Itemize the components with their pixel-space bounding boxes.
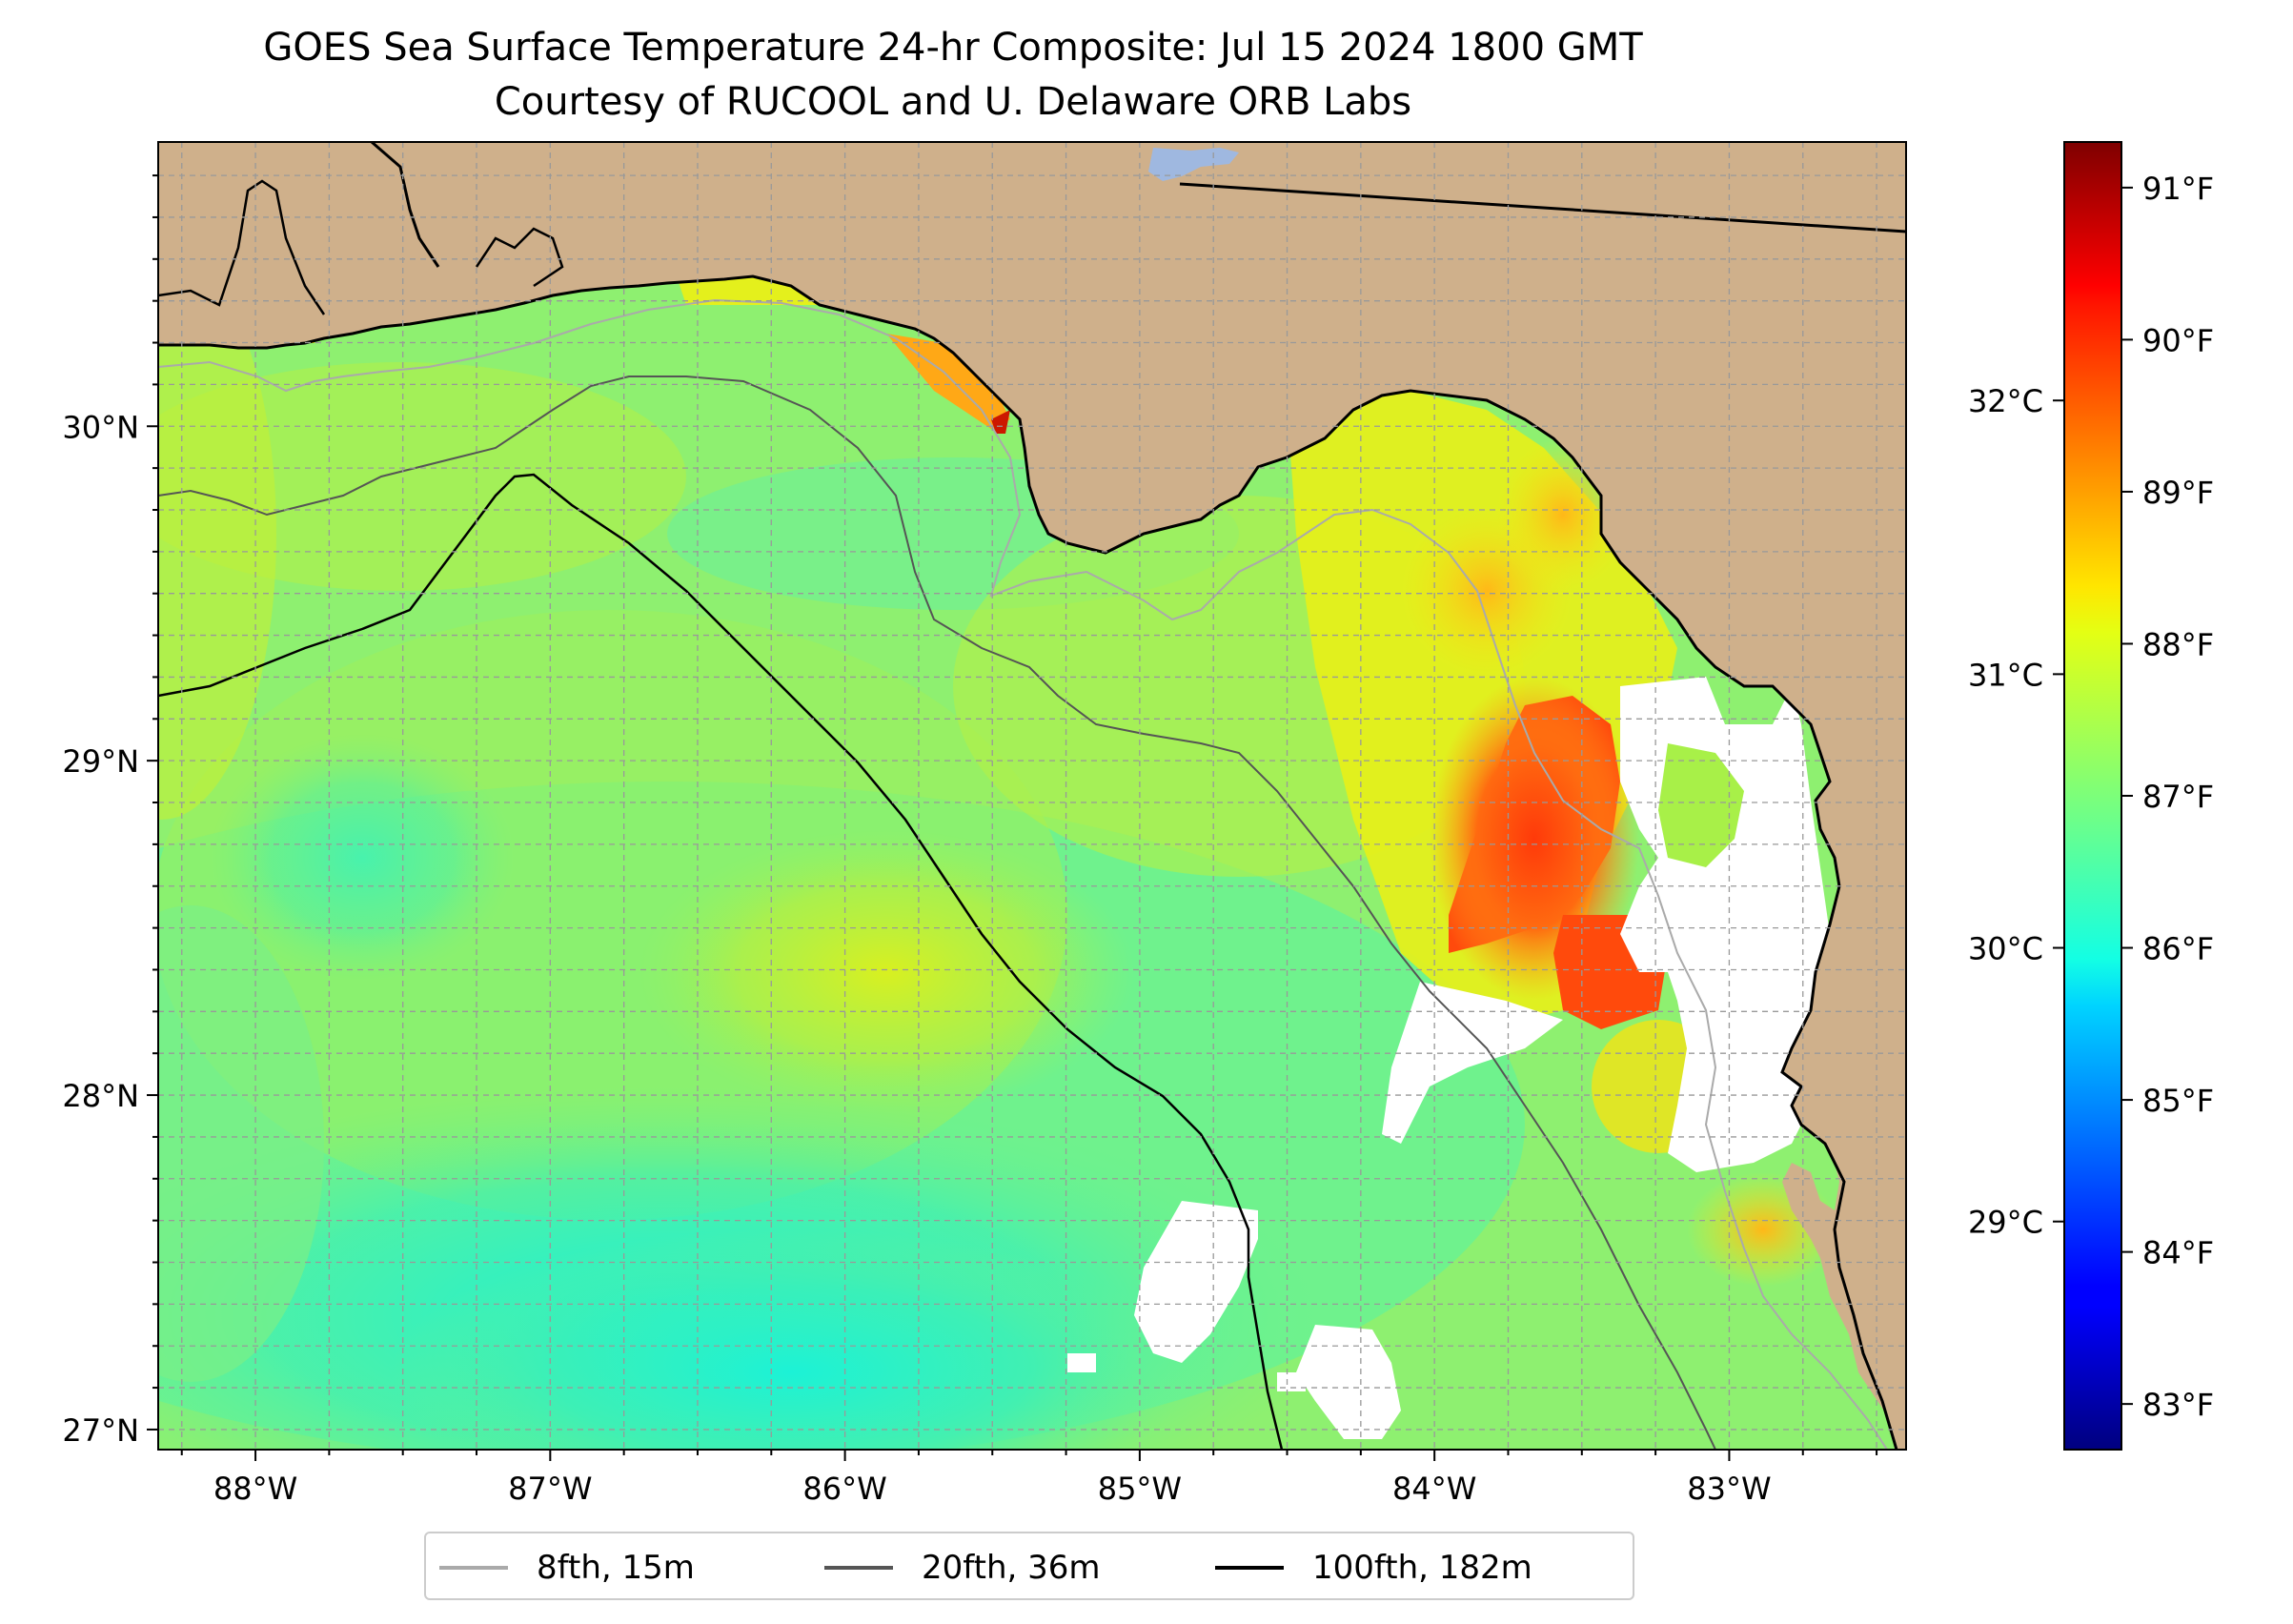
lat-tick-label: 28°N — [62, 1078, 139, 1114]
legend-label: 100fth, 182m — [1312, 1549, 1532, 1587]
legend-swatch — [824, 1566, 893, 1570]
colorbar — [2063, 141, 2122, 1451]
colorbar-c-label: 32°C — [1968, 383, 2043, 419]
lake — [1148, 148, 1239, 181]
lat-tick-label: 27°N — [62, 1412, 139, 1449]
map-plot-area — [158, 142, 1906, 1450]
state-border — [1179, 182, 1906, 233]
legend-label: 8fth, 15m — [537, 1549, 695, 1587]
colorbar-c-label: 31°C — [1968, 657, 2043, 693]
colorbar-f-label: 85°F — [2142, 1083, 2214, 1119]
lon-tick-label: 83°W — [1687, 1471, 1771, 1507]
chart-subtitle: Courtesy of RUCOOL and U. Delaware ORB L… — [494, 80, 1412, 124]
chart-title: GOES Sea Surface Temperature 24-hr Compo… — [263, 26, 1643, 70]
contour-20fth — [158, 376, 1716, 1450]
colorbar-f-label: 86°F — [2142, 931, 2214, 967]
legend-swatch — [439, 1566, 508, 1570]
colorbar-f-label: 83°F — [2142, 1387, 2214, 1423]
colorbar-fahrenheit-axis: 83°F 84°F 85°F 86°F 87°F 88°F 89°F 90°F 91°F — [2121, 171, 2214, 1423]
colorbar-f-label: 89°F — [2142, 475, 2214, 511]
colorbar-f-label: 90°F — [2142, 322, 2214, 358]
colorbar-c-label: 30°C — [1968, 931, 2043, 967]
contour-8fth — [158, 298, 1888, 1450]
colorbar-f-label: 91°F — [2142, 171, 2214, 207]
colorbar-f-label: 87°F — [2142, 779, 2214, 815]
lon-axis: 88°W 87°W 86°W 85°W 84°W 83°W — [180, 1450, 1878, 1507]
legend-item: 20fth, 36m — [824, 1547, 1101, 1589]
legend-item: 8fth, 15m — [439, 1547, 695, 1589]
legend-swatch — [1215, 1566, 1284, 1570]
lon-tick-label: 84°W — [1392, 1471, 1476, 1507]
contour-100fth — [158, 473, 1284, 1450]
lat-tick-label: 29°N — [62, 743, 139, 780]
lat-axis: 27°N 28°N 29°N 30°N — [62, 174, 158, 1449]
graticule — [158, 142, 1906, 1450]
legend: 8fth, 15m 20fth, 36m 100fth, 182m — [424, 1532, 1634, 1600]
lon-tick-label: 88°W — [213, 1471, 297, 1507]
florida-land — [158, 142, 1906, 1450]
colorbar-f-label: 88°F — [2142, 626, 2214, 662]
colorbar-c-label: 29°C — [1968, 1205, 2043, 1241]
lat-tick-label: 30°N — [62, 409, 139, 445]
legend-label: 20fth, 36m — [922, 1549, 1101, 1587]
legend-item: 100fth, 182m — [1215, 1547, 1532, 1589]
colorbar-celsius-axis: 29°C 30°C 31°C 32°C — [1968, 383, 2064, 1241]
map-frame — [157, 141, 1907, 1451]
coastline — [158, 274, 1898, 1450]
lon-tick-label: 85°W — [1098, 1471, 1182, 1507]
colorbar-f-label: 84°F — [2142, 1235, 2214, 1271]
lon-tick-label: 86°W — [802, 1471, 886, 1507]
lon-tick-label: 87°W — [508, 1471, 592, 1507]
